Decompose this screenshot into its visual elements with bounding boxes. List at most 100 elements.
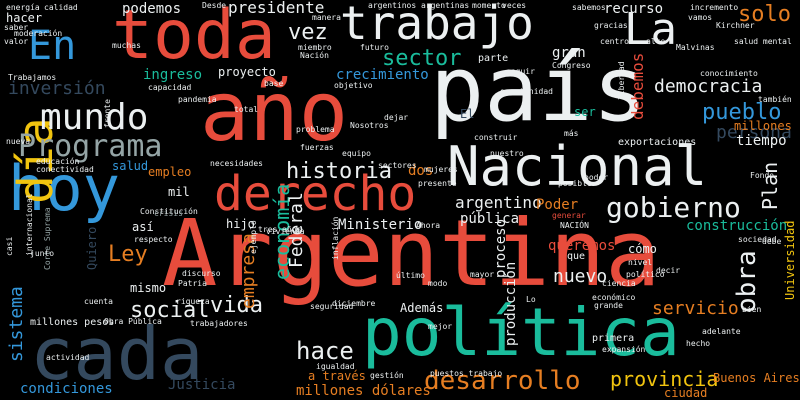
cloud-word: valor: [4, 37, 29, 46]
cloud-word: crecimiento: [336, 67, 429, 83]
cloud-word: generar: [552, 211, 586, 220]
cloud-word: educación: [36, 157, 80, 166]
cloud-word: oportunidad: [500, 87, 553, 96]
cloud-word: equipo: [342, 149, 371, 158]
cloud-word: exportaciones: [618, 137, 697, 148]
cloud-word: vamos: [688, 13, 713, 22]
cloud-word: centro: [600, 37, 629, 46]
cloud-word: trabajadores: [190, 319, 248, 328]
cloud-word: actividad: [46, 353, 90, 362]
cloud-word: ejemplo: [249, 220, 258, 254]
cloud-word: Fondo: [750, 171, 775, 180]
cloud-word: ingreso: [143, 67, 203, 83]
cloud-word: económico: [592, 293, 636, 302]
cloud-word: político: [626, 270, 665, 279]
cloud-word: primera: [592, 333, 635, 344]
cloud-word: modo: [428, 279, 448, 288]
cloud-word: desarrollo: [424, 366, 581, 396]
cloud-word: tres años: [258, 225, 302, 234]
cloud-word: mundo: [40, 97, 149, 138]
cloud-word: crisis: [154, 209, 183, 218]
cloud-word: puestos trabajo: [430, 369, 503, 378]
cloud-word: condiciones: [20, 381, 113, 397]
cloud-word: internacional: [25, 193, 34, 256]
cloud-word: necesidades: [210, 159, 263, 168]
cloud-word: nuevo: [553, 266, 608, 287]
cloud-word: país: [430, 37, 647, 142]
cloud-word: trabajo: [340, 0, 534, 50]
cloud-word: mil: [168, 185, 190, 199]
cloud-word: poder: [584, 173, 609, 182]
cloud-word: Buenos Aires: [713, 371, 800, 385]
cloud-word: millones: [734, 119, 792, 133]
cloud-word: conocimiento: [700, 69, 758, 78]
cloud-word: Obra Pública: [104, 317, 162, 326]
cloud-word: cuenta: [84, 297, 113, 306]
cloud-word: sociedad: [738, 235, 777, 244]
cloud-word: hace: [296, 337, 354, 365]
cloud-word: nuestro: [490, 149, 524, 158]
cloud-word: Congreso: [552, 61, 591, 70]
cloud-word: sectores: [378, 161, 417, 170]
cloud-word: a través: [308, 369, 366, 383]
cloud-word: producción: [503, 261, 519, 346]
cloud-word: construcción: [686, 218, 788, 234]
cloud-word: sistema: [6, 286, 27, 362]
cloud-word: El: [460, 107, 475, 121]
cloud-word: proyecto: [218, 65, 276, 79]
cloud-word: En: [28, 23, 77, 69]
cloud-word: respecto: [134, 235, 173, 244]
cloud-word: Trabajamos: [8, 73, 57, 82]
cloud-word: bien: [742, 305, 762, 314]
cloud-word: miembro: [298, 43, 332, 52]
cloud-word: también: [758, 95, 792, 104]
cloud-word: ser: [574, 105, 596, 119]
cloud-word: recurso: [604, 1, 664, 17]
cloud-word: parte: [478, 53, 509, 64]
cloud-word: momento: [472, 1, 506, 10]
cloud-word: Kirchner: [716, 21, 755, 30]
cloud-word: persona: [716, 122, 792, 143]
cloud-word: diciembre: [332, 299, 376, 308]
cloud-word: seguridad: [310, 302, 354, 311]
cloud-word: frente: [103, 99, 112, 128]
cloud-word: último: [396, 271, 425, 280]
cloud-word: Corte Suprema: [43, 207, 52, 270]
cloud-word: decir: [656, 266, 681, 275]
cloud-word: Nosotros: [350, 121, 389, 130]
cloud-word: mayor: [470, 270, 495, 279]
cloud-word: millones pesos: [30, 317, 115, 328]
cloud-word: pueblo: [702, 100, 782, 125]
cloud-word: moderación: [14, 29, 63, 38]
cloud-word: casi: [5, 236, 14, 256]
cloud-word: libertad: [617, 61, 626, 100]
cloud-word: junto: [30, 249, 55, 258]
cloud-word: salud: [112, 159, 149, 173]
cloud-word: presente: [418, 179, 457, 188]
cloud-word: Programa: [18, 129, 163, 164]
cloud-word: social: [130, 298, 210, 323]
cloud-word: democracia: [654, 76, 763, 97]
cloud-word: presidente: [228, 0, 325, 17]
cloud-word: Ley: [108, 242, 148, 267]
cloud-word: Lo: [526, 295, 536, 304]
cloud-word: tiempo: [736, 133, 787, 149]
cloud-word: riqueza: [176, 297, 210, 306]
cloud-word: hecho: [686, 339, 711, 348]
cloud-word: Universidad: [783, 220, 797, 300]
cloud-word: adelante: [702, 327, 741, 336]
cloud-word: conectividad: [36, 165, 94, 174]
cloud-word: nueva: [6, 137, 31, 146]
cloud-word: Plan: [758, 161, 782, 210]
cloud-word: sector: [382, 46, 462, 71]
cloud-word: Ahora: [416, 221, 441, 230]
cloud-word: manera: [312, 13, 341, 22]
cloud-word: Justicia: [168, 377, 236, 393]
cloud-word: Ministerio: [338, 217, 423, 233]
cloud-word: queremos: [548, 238, 616, 254]
cloud-word: calidad: [44, 3, 78, 12]
cloud-word: debemos: [628, 52, 647, 120]
cloud-word: pandemia: [178, 95, 217, 104]
cloud-word: grande: [594, 301, 623, 310]
